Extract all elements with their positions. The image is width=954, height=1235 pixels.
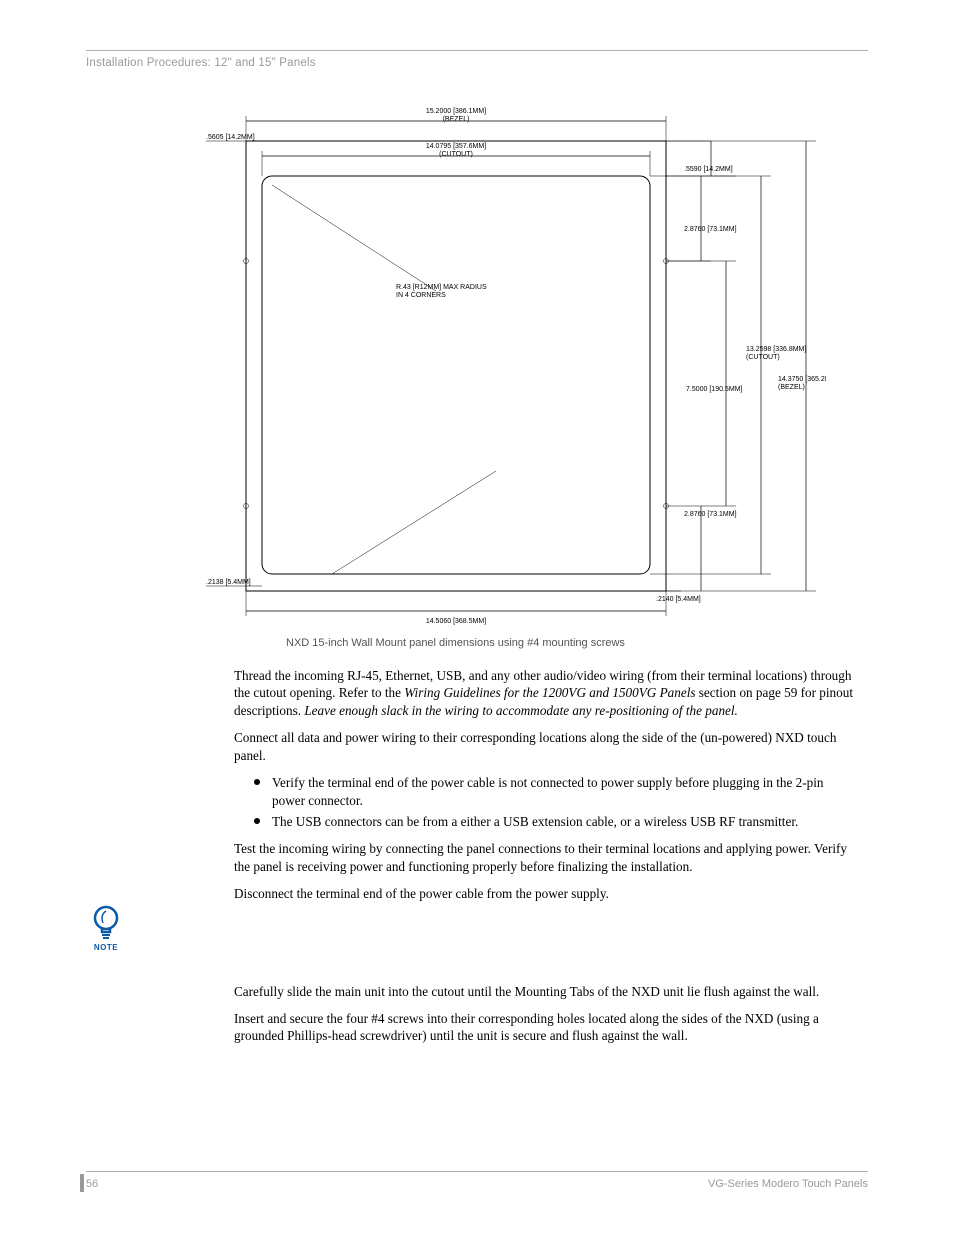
dim-right-top: .5590 [14.2MM] [684,166,733,173]
page-number: 56 [86,1178,98,1190]
dim-radius: R.43 [R12MM] MAX RADIUSIN 4 CORNERS [396,284,487,299]
paragraph-3: Test the incoming wiring by connecting t… [234,840,858,875]
footer-accent-bar [80,1174,84,1192]
note-label: NOTE [86,943,126,952]
dim-right-lower: 2.8760 [73.1MM] [684,511,737,518]
doc-title: VG-Series Modero Touch Panels [708,1178,868,1190]
page-footer: 56 VG-Series Modero Touch Panels [86,1171,868,1190]
header-rule [86,50,868,51]
dim-right-upper: 2.8760 [73.1MM] [684,226,737,233]
paragraph-1: Thread the incoming RJ-45, Ethernet, USB… [234,667,858,719]
paragraph-2: Connect all data and power wiring to the… [234,729,858,764]
body-text: Thread the incoming RJ-45, Ethernet, USB… [234,667,858,1045]
dimension-diagram: 15.2000 [386.1MM](BEZEL) 14.0795 [357.6M… [206,101,826,631]
dim-right-bezel: 14.3750 [365.2MM](BEZEL) [778,376,826,391]
paragraph-6: Insert and secure the four #4 screws int… [234,1010,858,1045]
dim-left-bottom: .2138 [5.4MM] [206,579,251,586]
header-title: Installation Procedures: 12" and 15" Pan… [86,57,868,69]
paragraph-5: Carefully slide the main unit into the c… [234,983,858,1000]
dim-right-cutout: 13.2598 [336.8MM](CUTOUT) [746,346,806,361]
figure-caption: NXD 15-inch Wall Mount panel dimensions … [286,637,868,649]
dim-bottom-right: .2140 [5.4MM] [656,596,701,603]
dim-bottom-width: 14.5060 [368.5MM] [426,618,486,625]
dim-right-mid: 7.5000 [190.5MM] [686,386,742,393]
dim-left-top: .5605 [14.2MM] [206,134,255,141]
list-item: Verify the terminal end of the power cab… [272,774,858,809]
bullet-list: Verify the terminal end of the power cab… [234,774,858,830]
note-icon: NOTE [86,905,126,952]
list-item: The USB connectors can be from a either … [272,813,858,830]
paragraph-4: Disconnect the terminal end of the power… [234,885,858,902]
